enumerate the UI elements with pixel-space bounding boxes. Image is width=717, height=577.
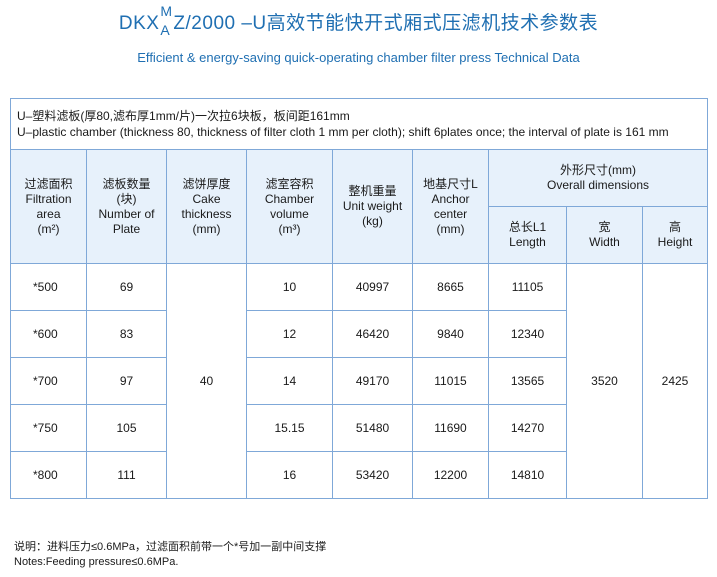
- cell-anchor: 11690: [412, 404, 489, 452]
- cell-weight: 51480: [332, 404, 413, 452]
- title-sub: A: [160, 21, 171, 38]
- title-sup: M: [160, 2, 173, 19]
- header-filtration-area: 过滤面积 Filtration area (m²): [10, 149, 87, 264]
- footnote-en: Notes:Feeding pressure≤0.6MPa.: [14, 556, 179, 568]
- cell-area: *800: [10, 451, 87, 499]
- cell-volume: 15.15: [246, 404, 333, 452]
- cell-cake-thickness: 40: [166, 263, 247, 499]
- cell-plates: 69: [86, 263, 167, 311]
- footnotes: 说明：进料压力≤0.6MPa，过滤面积前带一个*号加一副中间支撑 Notes:F…: [14, 540, 326, 570]
- cell-length: 14270: [488, 404, 567, 452]
- cell-weight: 40997: [332, 263, 413, 311]
- table-note-row: U–塑料滤板(厚80,滤布厚1mm/片)一次拉6块板，板间距161mm U–pl…: [9, 98, 709, 150]
- header-length: 总长L1 Length: [488, 206, 567, 264]
- cell-volume: 10: [246, 263, 333, 311]
- header-subrow: 总长L1 Length 宽 Width 高 Height: [11, 206, 709, 264]
- cell-anchor: 12200: [412, 451, 489, 499]
- title-suffix: Z/2000 –U高效节能快开式厢式压滤机技术参数表: [173, 13, 599, 34]
- cell-volume: 12: [246, 310, 333, 358]
- cell-width: 3520: [566, 263, 643, 499]
- cell-area: *600: [10, 310, 87, 358]
- page-title: DKX M A Z/2000 –U高效节能快开式厢式压滤机技术参数表: [0, 4, 717, 38]
- header-plate-number: 滤板数量 (块) Number of Plate: [86, 149, 167, 264]
- table-row: *500 69 40 10 40997 8665 11105 3520 2425: [10, 263, 709, 499]
- spec-table: U–塑料滤板(厚80,滤布厚1mm/片)一次拉6块板，板间距161mm U–pl…: [9, 98, 709, 499]
- header-row: 过滤面积 Filtration area (m²) 滤板数量 (块) Numbe…: [10, 149, 709, 264]
- cell-plates: 111: [86, 451, 167, 499]
- cell-area: *750: [10, 404, 87, 452]
- cell-anchor: 9840: [412, 310, 489, 358]
- cell-length: 14810: [488, 451, 567, 499]
- footnote-cn: 说明：进料压力≤0.6MPa，过滤面积前带一个*号加一副中间支撑: [14, 541, 327, 553]
- header-width: 宽 Width: [566, 206, 643, 264]
- cell-volume: 16: [246, 451, 333, 499]
- header-chamber-volume: 滤室容积 Chamber volume (m³): [246, 149, 333, 264]
- cell-weight: 46420: [332, 310, 413, 358]
- cell-plates: 83: [86, 310, 167, 358]
- table-row: *750 105 15.15 51480 11690 14270: [10, 404, 708, 452]
- cell-height: 2425: [641, 263, 709, 499]
- cell-length: 12340: [488, 310, 567, 358]
- header-anchor-center: 地基尺寸L Anchor center (mm): [412, 149, 489, 264]
- cell-anchor: 8665: [412, 263, 489, 311]
- table-note-cn: U–塑料滤板(厚80,滤布厚1mm/片)一次拉6块板，板间距161mm: [17, 109, 350, 123]
- cell-anchor: 11015: [412, 357, 489, 405]
- cell-area: *700: [10, 357, 87, 405]
- cell-plates: 105: [86, 404, 167, 452]
- title-prefix: DKX: [118, 13, 160, 34]
- cell-area: *500: [10, 263, 87, 311]
- header-overall-dimensions: 外形尺寸(mm) Overall dimensions: [487, 149, 709, 207]
- cell-length: 11105: [488, 263, 567, 311]
- header-unit-weight: 整机重量 Unit weight (kg): [332, 149, 413, 264]
- cell-length: 13565: [488, 357, 567, 405]
- table-note-en: U–plastic chamber (thickness 80, thickne…: [17, 125, 669, 139]
- table-row: *800 111 16 53420 12200 14810: [10, 451, 708, 499]
- header-cake-thickness: 滤饼厚度 Cake thickness (mm): [166, 149, 247, 264]
- table-row: *700 97 14 49170 11015 13565: [10, 357, 708, 405]
- cell-volume: 14: [246, 357, 333, 405]
- page-subtitle: Efficient & energy-saving quick-operatin…: [137, 50, 580, 65]
- cell-plates: 97: [86, 357, 167, 405]
- header-height: 高 Height: [641, 206, 709, 264]
- table-note: U–塑料滤板(厚80,滤布厚1mm/片)一次拉6块板，板间距161mm U–pl…: [9, 98, 709, 150]
- cell-weight: 53420: [332, 451, 413, 499]
- cell-weight: 49170: [332, 357, 413, 405]
